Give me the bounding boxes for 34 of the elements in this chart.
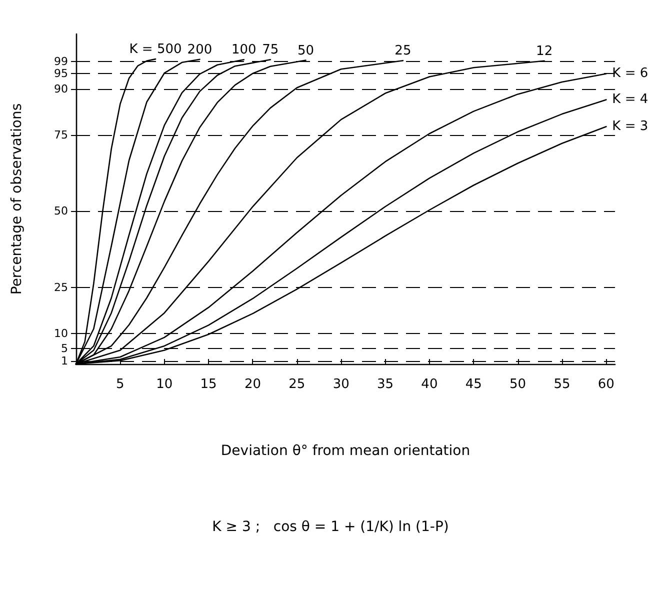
y-tick-label: 1	[61, 354, 68, 368]
x-tick-label: 25	[288, 377, 306, 392]
x-tick-label: 40	[421, 377, 438, 392]
x-tick-label: 5	[116, 377, 124, 392]
series-label: K = 4	[612, 92, 648, 108]
series-label: 25	[394, 44, 412, 59]
series-label: K = 3	[612, 119, 648, 134]
x-axis-title: Deviation θ° from mean orientation	[220, 443, 470, 459]
y-axis-title: Percentage of observations	[9, 103, 25, 295]
series-label: K = 500	[129, 42, 182, 58]
x-tick-label: 45	[465, 377, 482, 392]
x-tick-label: 60	[598, 377, 614, 392]
y-tick-label: 99	[54, 55, 68, 68]
series-label: 100	[231, 42, 256, 58]
y-tick-label: 50	[54, 204, 68, 218]
x-tick-label: 50	[510, 377, 526, 392]
series-label: K = 6	[612, 66, 648, 82]
x-tick-label: 10	[156, 377, 173, 392]
text: K ≥ 3 ; cos θ = 1 + (1/K) ln (1-P)	[212, 519, 449, 535]
x-tick-label: 15	[200, 377, 217, 392]
y-tick-label: 25	[54, 281, 68, 294]
series-label: 75	[262, 42, 279, 58]
y-tick-label: 10	[54, 326, 68, 340]
x-tick-label: 35	[376, 377, 394, 392]
y-tick-label: 75	[54, 128, 68, 142]
series-label: 12	[536, 44, 553, 59]
y-tick-label: 90	[54, 82, 68, 96]
series-label: 200	[187, 42, 212, 58]
x-tick-label: 55	[554, 377, 570, 392]
y-tick-label: 5	[61, 342, 68, 356]
x-tick-label: 20	[244, 377, 261, 392]
y-tick-label: 95	[54, 67, 68, 80]
x-tick-label: 30	[332, 377, 350, 392]
series-label: 50	[297, 43, 314, 58]
